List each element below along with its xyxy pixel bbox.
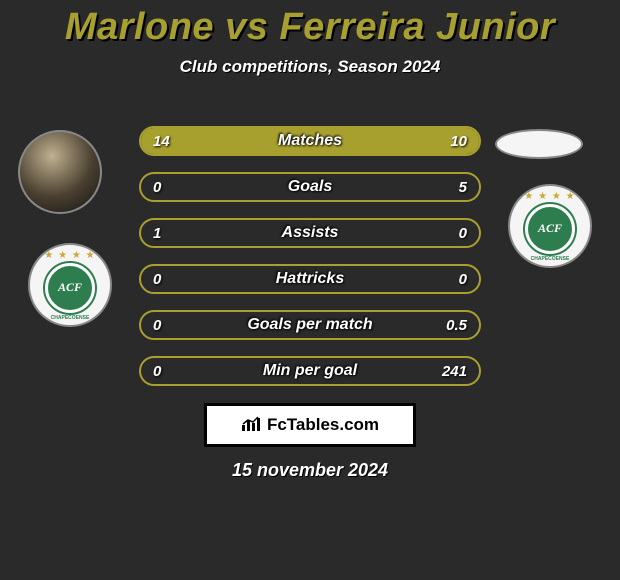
stat-right-value: 0	[459, 266, 467, 292]
stat-left-fill	[141, 128, 310, 154]
stat-right-value: 241	[442, 358, 467, 384]
stat-right-value: 5	[459, 174, 467, 200]
page-subtitle: Club competitions, Season 2024	[0, 57, 620, 77]
snapshot-date: 15 november 2024	[0, 460, 620, 481]
stat-right-value: 0	[459, 220, 467, 246]
stat-right-fill	[310, 128, 479, 154]
stat-label: Hattricks	[141, 266, 479, 292]
club-right-initials: ACF	[538, 221, 562, 236]
stars-icon: ★ ★ ★ ★	[524, 191, 575, 202]
stat-left-value: 0	[153, 174, 161, 200]
page-title: Marlone vs Ferreira Junior	[0, 6, 620, 49]
stat-row: 1410Matches	[139, 126, 481, 156]
stat-row: 0 0.5Goals per match	[139, 310, 481, 340]
stat-left-value: 0	[153, 266, 161, 292]
stats-table: 1410Matches05Goals10Assists00Hattricks00…	[139, 126, 481, 402]
club-arc-text: CHAPECOENSE	[531, 256, 570, 262]
player-left-club-badge: ★ ★ ★ ★ ACF CHAPECOENSE	[28, 243, 112, 327]
player-left-avatar	[18, 130, 102, 214]
stat-row: 0 241Min per goal	[139, 356, 481, 386]
stat-left-value: 0	[153, 312, 161, 338]
stat-row: 0 5Goals	[139, 172, 481, 202]
stat-label: Assists	[141, 220, 479, 246]
stat-left-value: 1	[153, 220, 161, 246]
club-shield-icon: ACF	[45, 263, 95, 313]
club-shield-icon: ACF	[525, 204, 575, 254]
stat-label: Goals per match	[141, 312, 479, 338]
club-left-initials: ACF	[58, 280, 82, 295]
stat-label: Min per goal	[141, 358, 479, 384]
brand-badge: FcTables.com	[204, 403, 416, 447]
player-right-club-badge: ★ ★ ★ ★ ACF CHAPECOENSE	[508, 184, 592, 268]
stat-row: 0 0Hattricks	[139, 264, 481, 294]
stat-label: Goals	[141, 174, 479, 200]
club-arc-text: CHAPECOENSE	[51, 315, 90, 321]
stars-icon: ★ ★ ★ ★	[44, 250, 95, 261]
comparison-card: Marlone vs Ferreira Junior Club competit…	[0, 6, 620, 580]
stat-left-value: 0	[153, 358, 161, 384]
chart-icon	[241, 416, 261, 435]
player-right-avatar	[495, 129, 583, 159]
brand-text: FcTables.com	[267, 415, 379, 435]
stat-right-value: 0.5	[446, 312, 467, 338]
stat-row: 1 0Assists	[139, 218, 481, 248]
